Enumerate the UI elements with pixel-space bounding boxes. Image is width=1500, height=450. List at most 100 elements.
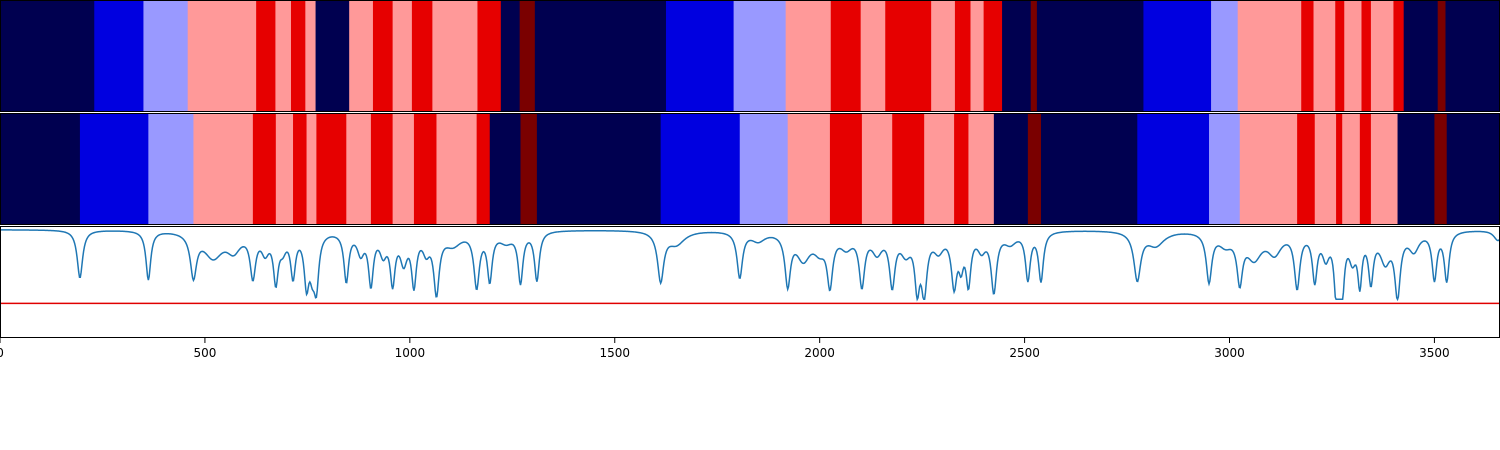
- heatmap-middle-cell-16: [520, 113, 538, 225]
- heatmap-middle-cell-2: [148, 113, 194, 225]
- heatmap-middle-panel: [0, 113, 1500, 225]
- heatmap-top-cell-24: [931, 0, 956, 112]
- x-tick-label-0: 0: [0, 346, 4, 360]
- heatmap-top-cell-35: [1313, 0, 1336, 112]
- heatmap-top-cell-10: [372, 0, 394, 112]
- heatmap-middle-cell-19: [739, 113, 789, 225]
- heatmap-top-cell-8: [315, 0, 350, 112]
- heatmap-middle-cell-33: [1297, 113, 1316, 225]
- heatmap-top-cell-13: [432, 0, 478, 112]
- heatmap-middle-cell-11: [392, 113, 415, 225]
- heatmap-top-cell-43: [1445, 0, 1500, 112]
- heatmap-middle-cell-35: [1336, 113, 1343, 225]
- x-axis: 0 500 1000 1500 2000 2500 3000 3500: [0, 338, 1450, 360]
- heatmap-middle-cell-34: [1314, 113, 1337, 225]
- heatmap-top-cell-1: [94, 0, 144, 112]
- heatmap-middle-cell-38: [1370, 113, 1398, 225]
- heatmap-top-cell-23: [885, 0, 932, 112]
- heatmap-top-cell-19: [733, 0, 787, 112]
- heatmap-middle-cell-41: [1446, 113, 1500, 225]
- heatmap-middle-cell-7: [306, 113, 317, 225]
- heatmap-top-cell-20: [785, 0, 832, 112]
- heatmap-top-cell-31: [1143, 0, 1212, 112]
- x-tick-label-1000: 1000: [395, 346, 426, 360]
- heatmap-middle-cell-21: [829, 113, 863, 225]
- heatmap-middle-cell-6: [293, 113, 307, 225]
- heatmap-top-cell-40: [1393, 0, 1405, 112]
- heatmap-top-cell-4: [256, 0, 276, 112]
- heatmap-middle-cell-8: [316, 113, 347, 225]
- heatmap-middle-cell-3: [193, 113, 254, 225]
- heatmap-top-cell-36: [1335, 0, 1345, 112]
- heatmap-top-cell-15: [500, 0, 521, 112]
- heatmap-top-cell-12: [411, 0, 433, 112]
- heatmap-middle-cell-36: [1342, 113, 1361, 225]
- heatmap-top-cell-38: [1361, 0, 1372, 112]
- heatmap-middle-cell-37: [1359, 113, 1372, 225]
- heatmap-middle-cell-10: [370, 113, 394, 225]
- heatmap-top-cell-33: [1237, 0, 1302, 112]
- heatmap-top-cell-6: [290, 0, 306, 112]
- x-tick-label-2500: 2500: [1009, 346, 1040, 360]
- heatmap-top-cell-9: [349, 0, 374, 112]
- heatmap-middle-cell-15: [489, 113, 521, 225]
- heatmap-top-cell-5: [275, 0, 292, 112]
- heatmap-middle-cell-1: [79, 113, 149, 225]
- x-tick-label-500: 500: [193, 346, 216, 360]
- heatmap-top-cell-26: [970, 0, 984, 112]
- heatmap-middle-cell-32: [1239, 113, 1298, 225]
- heatmap-top-cell-0: [0, 0, 95, 112]
- heatmap-middle-cell-20: [787, 113, 831, 225]
- heatmap-middle-cell-13: [436, 113, 478, 225]
- heatmap-top-cell-21: [830, 0, 862, 112]
- x-tick-label-2000: 2000: [804, 346, 835, 360]
- heatmap-middle-cell-25: [954, 113, 969, 225]
- heatmap-top-cell-2: [143, 0, 189, 112]
- x-tick-label-1500: 1500: [599, 346, 630, 360]
- heatmap-middle-cell-12: [413, 113, 437, 225]
- heatmap-top-cell-25: [954, 0, 971, 112]
- heatmap-top-cell-39: [1370, 0, 1394, 112]
- heatmap-top-cell-27: [983, 0, 1003, 112]
- heatmap-middle-cell-14: [476, 113, 491, 225]
- heatmap-middle-cell-0: [0, 113, 81, 225]
- heatmap-top-cell-41: [1403, 0, 1439, 112]
- heatmap-middle-cell-17: [536, 113, 662, 225]
- heatmap-top-cell-11: [392, 0, 413, 112]
- heatmap-middle-cell-24: [924, 113, 955, 225]
- heatmap-top-cell-29: [1030, 0, 1038, 112]
- heatmap-top-cell-18: [665, 0, 734, 112]
- line-panel-frame: [0, 226, 1500, 338]
- heatmap-middle-cell-5: [275, 113, 294, 225]
- heatmap-top-cell-42: [1437, 0, 1446, 112]
- heatmap-top-cell-28: [1002, 0, 1032, 112]
- heatmap-top-cell-37: [1344, 0, 1362, 112]
- heatmap-top-panel: [0, 0, 1500, 112]
- heatmap-middle-cell-31: [1209, 113, 1241, 225]
- heatmap-top-cell-3: [187, 0, 257, 112]
- heatmap-middle-cell-39: [1397, 113, 1435, 225]
- x-tick-label-3500: 3500: [1419, 346, 1450, 360]
- x-tick-label-3000: 3000: [1214, 346, 1245, 360]
- heatmap-middle-cell-40: [1434, 113, 1448, 225]
- heatmap-top-cell-22: [860, 0, 886, 112]
- heatmap-top-cell-32: [1211, 0, 1239, 112]
- heatmap-middle-cell-27: [993, 113, 1029, 225]
- heatmap-top-cell-17: [534, 0, 667, 112]
- heatmap-middle-cell-30: [1137, 113, 1210, 225]
- heatmap-top-cell-7: [305, 0, 316, 112]
- series-line: [0, 229, 1500, 302]
- heatmap-top-cell-34: [1301, 0, 1314, 112]
- heatmap-middle-cell-28: [1027, 113, 1042, 225]
- heatmap-middle-cell-22: [861, 113, 893, 225]
- heatmap-top-cell-16: [519, 0, 536, 112]
- line-plot-panel: [0, 226, 1500, 338]
- heatmap-middle-cell-26: [968, 113, 995, 225]
- heatmap-middle-cell-23: [892, 113, 925, 225]
- heatmap-middle-cell-9: [346, 113, 372, 225]
- heatmap-top-cell-30: [1036, 0, 1144, 112]
- heatmap-middle-cell-4: [252, 113, 277, 225]
- heatmap-middle-cell-18: [660, 113, 741, 225]
- heatmap-middle-cell-29: [1040, 113, 1138, 225]
